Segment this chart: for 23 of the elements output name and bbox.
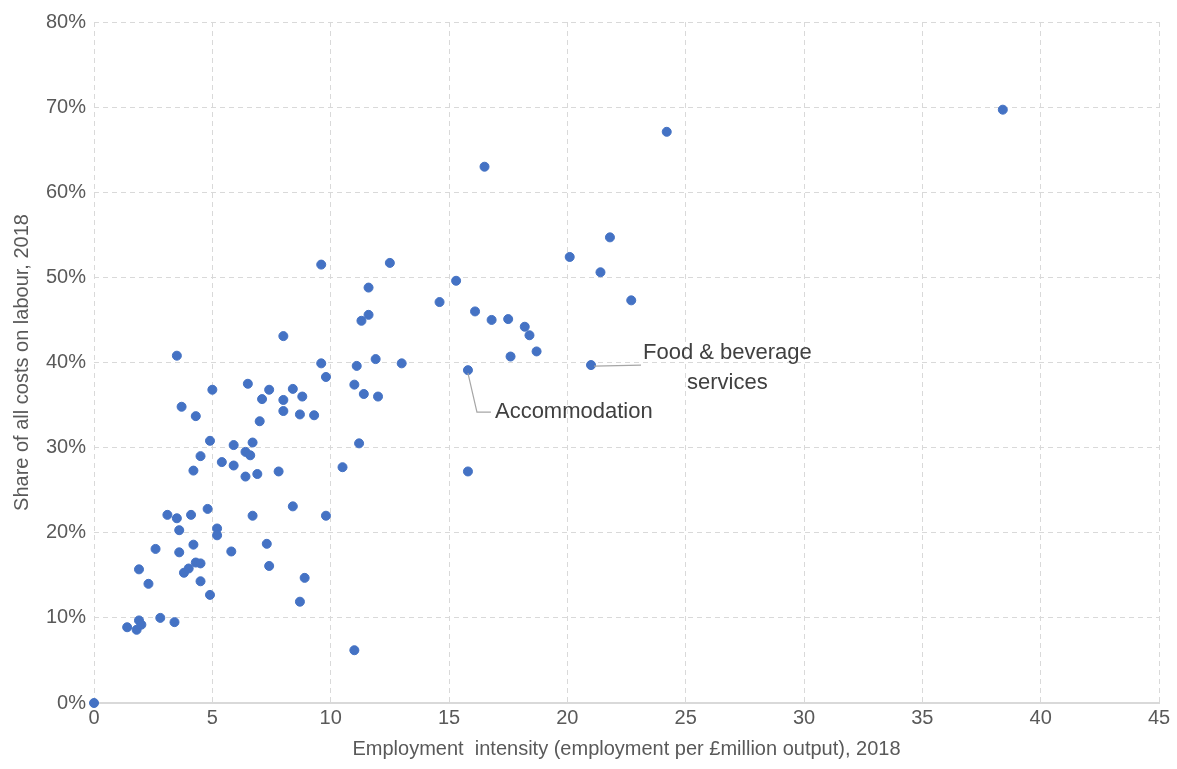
- y-tick-label: 0%: [57, 690, 87, 713]
- y-tick-label: 10%: [46, 605, 87, 628]
- y-tick-label: 80%: [46, 9, 87, 32]
- y-tick-label: 40%: [46, 350, 87, 373]
- x-tick-label: 20: [556, 705, 579, 728]
- x-tick-label: 10: [319, 705, 342, 728]
- y-axis-title: Share of all costs on labour, 2018: [9, 214, 32, 511]
- y-tick-label: 70%: [46, 94, 87, 117]
- annotation: Food & beverage services: [643, 339, 812, 395]
- y-tick-label: 20%: [46, 520, 87, 543]
- x-tick-label: 25: [674, 705, 697, 728]
- x-tick-label: 0: [88, 705, 100, 728]
- x-tick-label: 40: [1029, 705, 1052, 728]
- y-tick-label: 30%: [46, 435, 87, 458]
- x-tick-label: 5: [206, 705, 218, 728]
- y-tick-label: 50%: [46, 264, 87, 287]
- x-tick-label: 35: [911, 705, 934, 728]
- x-tick-label: 15: [437, 705, 461, 728]
- annotation: Accommodation: [494, 398, 653, 424]
- x-axis-title: Employment intensity (employment per £million output), 2018: [352, 736, 901, 759]
- y-tick-label: 60%: [46, 179, 87, 202]
- x-tick-label: 45: [1147, 705, 1171, 728]
- x-tick-label: 30: [792, 705, 816, 728]
